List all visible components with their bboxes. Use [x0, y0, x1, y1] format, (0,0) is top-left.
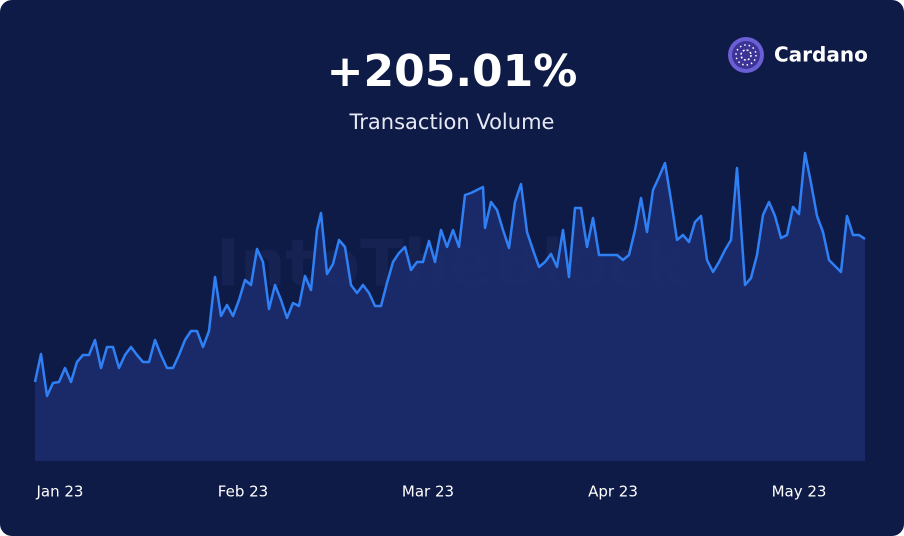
- area: [35, 153, 865, 461]
- chart-subtitle: Transaction Volume: [349, 110, 555, 134]
- line: [33, 151, 866, 398]
- x-tick-label: Mar 23: [402, 483, 454, 501]
- brand-logo: [728, 37, 764, 73]
- x-tick-label: Apr 23: [588, 483, 638, 501]
- x-tick-label: Jan 23: [36, 483, 84, 501]
- chart-title: +205.01%: [327, 46, 578, 97]
- x-tick-label: Feb 23: [218, 483, 268, 501]
- brand-name: Cardano: [774, 43, 868, 67]
- x-tick-label: May 23: [772, 483, 827, 501]
